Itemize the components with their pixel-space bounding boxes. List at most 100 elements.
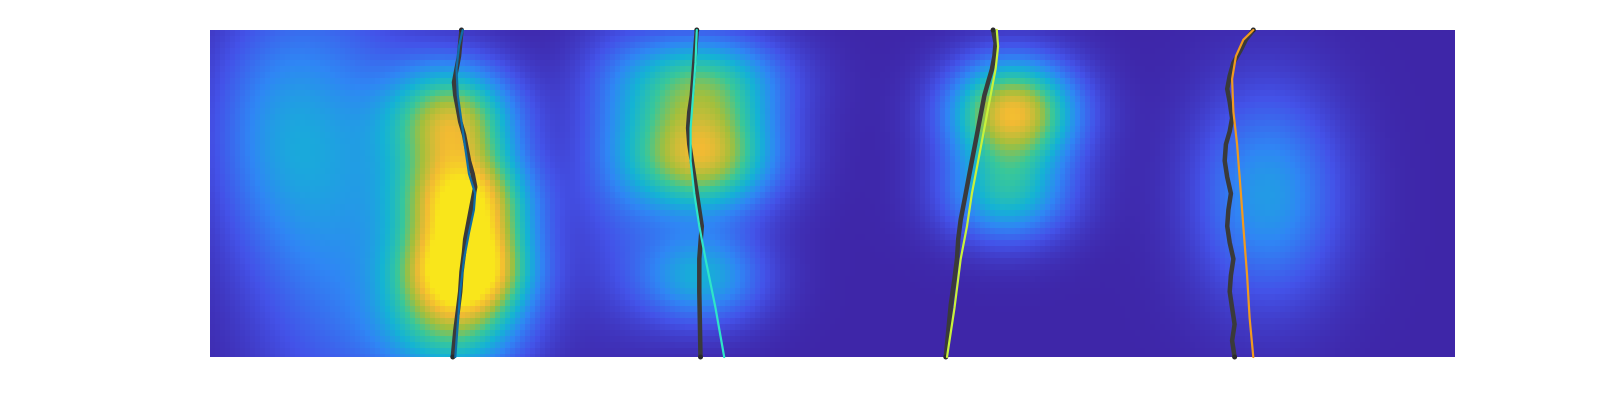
heatmap-cell xyxy=(870,66,876,73)
heatmap-cell xyxy=(955,66,961,73)
heatmap-cell xyxy=(1020,144,1026,151)
heatmap-cell xyxy=(485,102,491,109)
heatmap-cell xyxy=(1110,66,1116,73)
heatmap-cell xyxy=(1065,78,1071,85)
heatmap-cell xyxy=(255,72,261,79)
heatmap-cell xyxy=(910,120,916,127)
heatmap-cell xyxy=(1380,144,1386,151)
heatmap-cell xyxy=(605,120,611,127)
heatmap-cell xyxy=(845,72,851,79)
heatmap-cell xyxy=(215,48,221,55)
heatmap-cell xyxy=(830,36,836,43)
heatmap-cell xyxy=(1100,36,1106,43)
heatmap-cell xyxy=(1370,108,1376,115)
heatmap-cell xyxy=(1070,84,1076,91)
heatmap-cell xyxy=(1155,96,1161,103)
heatmap-cell xyxy=(365,90,371,97)
heatmap-cell xyxy=(895,84,901,91)
heatmap-cell xyxy=(1005,108,1011,115)
heatmap-cell xyxy=(920,48,926,55)
heatmap-cell xyxy=(425,120,431,127)
heatmap-cell xyxy=(770,138,776,145)
heatmap-cell xyxy=(920,132,926,139)
heatmap-cell xyxy=(745,102,751,109)
heatmap-cell xyxy=(560,90,566,97)
heatmap-cell xyxy=(425,132,431,139)
heatmap-cell xyxy=(490,30,496,37)
heatmap-cell xyxy=(890,114,896,121)
heatmap-cell xyxy=(610,48,616,55)
heatmap-cell xyxy=(1300,114,1306,121)
heatmap-cell xyxy=(1160,132,1166,139)
heatmap-cell xyxy=(605,30,611,37)
heatmap-cell xyxy=(565,42,571,49)
heatmap-cell xyxy=(715,102,721,109)
heatmap-cell xyxy=(610,84,616,91)
heatmap-cell xyxy=(895,48,901,55)
heatmap-cell xyxy=(1355,30,1361,37)
heatmap-cell xyxy=(1140,36,1146,43)
heatmap-cell xyxy=(1385,78,1391,85)
heatmap-cell xyxy=(250,54,256,61)
heatmap-cell xyxy=(330,66,336,73)
heatmap-cell xyxy=(850,108,856,115)
heatmap-cell xyxy=(565,144,571,151)
heatmap-cell xyxy=(1440,48,1446,55)
heatmap-cell xyxy=(1075,30,1081,37)
heatmap-cell xyxy=(260,48,266,55)
heatmap-cell xyxy=(860,138,866,145)
heatmap-cell xyxy=(665,102,671,109)
heatmap-cell xyxy=(925,102,931,109)
heatmap-cell xyxy=(880,132,886,139)
heatmap-cell xyxy=(935,138,941,145)
heatmap-cell xyxy=(510,144,516,151)
heatmap-cell xyxy=(485,72,491,79)
heatmap-cell xyxy=(1375,138,1381,145)
heatmap-cell xyxy=(1090,66,1096,73)
heatmap-cell xyxy=(1010,102,1016,109)
heatmap-cell xyxy=(225,54,231,61)
heatmap-cell xyxy=(405,78,411,85)
heatmap-cell xyxy=(720,30,726,37)
heatmap-cell xyxy=(235,102,241,109)
heatmap-cell xyxy=(870,102,876,109)
heatmap-cell xyxy=(1370,138,1376,145)
heatmap-cell xyxy=(290,132,296,139)
heatmap-cell xyxy=(1030,132,1036,139)
heatmap-cell xyxy=(690,138,696,145)
heatmap-cell xyxy=(740,108,746,115)
heatmap-cell xyxy=(430,120,436,127)
heatmap-cell xyxy=(435,138,441,145)
heatmap-cell xyxy=(880,60,886,67)
heatmap-cell xyxy=(425,30,431,37)
heatmap-cell xyxy=(1040,126,1046,133)
heatmap-cell xyxy=(1030,48,1036,55)
heatmap-cell xyxy=(890,132,896,139)
heatmap-cell xyxy=(1355,144,1361,151)
heatmap-cell xyxy=(1165,108,1171,115)
heatmap-cell xyxy=(1295,114,1301,121)
heatmap-cell xyxy=(800,90,806,97)
heatmap-cell xyxy=(800,42,806,49)
heatmap-cell xyxy=(420,96,426,103)
heatmap-cell xyxy=(1005,96,1011,103)
heatmap-cell xyxy=(1015,114,1021,121)
heatmap-cell xyxy=(1085,132,1091,139)
heatmap-cell xyxy=(645,60,651,67)
heatmap-cell xyxy=(330,96,336,103)
heatmap-cell xyxy=(1165,120,1171,127)
heatmap-cell xyxy=(485,48,491,55)
heatmap-cell xyxy=(245,120,251,127)
heatmap-cell xyxy=(1295,36,1301,43)
heatmap-cell xyxy=(1440,114,1446,121)
heatmap-field xyxy=(210,30,1455,357)
heatmap-cell xyxy=(1270,120,1276,127)
heatmap-cell xyxy=(570,78,576,85)
heatmap-cell xyxy=(785,114,791,121)
heatmap-cell xyxy=(1355,60,1361,67)
heatmap-cell xyxy=(765,144,771,151)
heatmap-cell xyxy=(1160,120,1166,127)
heatmap-cell xyxy=(475,102,481,109)
heatmap-cell xyxy=(255,54,261,61)
heatmap-cell xyxy=(1400,126,1406,133)
